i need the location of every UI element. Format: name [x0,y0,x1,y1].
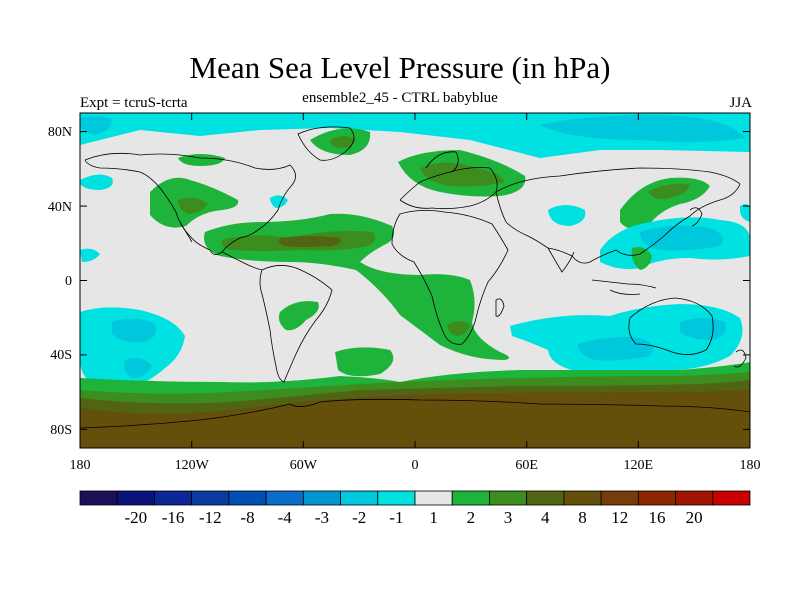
south-america-green [278,301,319,331]
y-tick-labels: 80N 40N 0 40S 80S [48,125,72,438]
colorbar-box [526,490,565,506]
coast-new-zealand [733,349,747,368]
x-tick-label: 180 [70,458,91,473]
south-china-green [631,247,652,270]
y-tick-label: 0 [65,274,72,289]
coast-indonesia [591,279,657,295]
colorbar-box [154,490,193,506]
colorbar-box [637,490,676,506]
south-pacific-blue [112,318,157,343]
contour-field [80,113,750,448]
colorbar-box [712,490,751,506]
colorbar-labels: -20 -16 -12 -8 -4 -3 -2 -1 1 2 3 4 8 12 16 20 [124,508,702,527]
y-tick-label: 80N [48,125,72,140]
x-tick-label: 120W [175,458,210,473]
coast-greenland [297,126,355,161]
x-tick-label: 60W [290,458,318,473]
pacific-cyan-west [80,248,100,262]
north-pacific-cyan [80,174,113,190]
x-axis [79,113,751,448]
colorbar-label: 8 [578,508,587,527]
colorbar-label: -1 [389,508,403,527]
east-asia-dark [648,183,690,200]
coast-south-america [259,265,333,383]
season-label: JJA [729,95,752,111]
colorbar-box [116,490,155,506]
arctic-green-west [178,154,225,166]
colorbar-label: 1 [429,508,438,527]
colorbar-box [302,490,341,506]
colorbar-label: 4 [541,508,550,527]
arctic-blue-west [80,115,112,135]
colorbar-label: -20 [124,508,147,527]
colorbar-box [675,490,714,506]
greenland-dark-green [330,136,356,148]
colorbar-label: -12 [199,508,222,527]
coast-north-america [84,152,296,255]
colorbar-label: 12 [611,508,628,527]
coast-baja [179,221,193,243]
eurasia-dark-green [420,162,505,187]
colorbar-box [489,490,528,506]
y-tick-label: 40S [50,348,72,363]
tropical-atlantic-core [278,236,341,247]
colorbar-box [340,490,379,506]
coast-antarctica [80,398,750,429]
coastlines [80,126,750,429]
y-tick-label: 80S [50,423,72,438]
coast-central-america [221,251,263,271]
colorbar-label: -4 [278,508,293,527]
coast-europe [399,167,498,210]
south-atlantic-green [335,347,394,377]
south-pacific-cyan [80,307,185,389]
map-title: Mean Sea Level Pressure (in hPa) [189,50,611,85]
west-asia-cyan [548,205,586,226]
colorbar-label: -2 [352,508,366,527]
y-axis [80,131,750,430]
colorbar-box [265,490,304,506]
colorbar-label: -8 [240,508,254,527]
colorbar-box [377,490,416,506]
x-tick-label: 60E [515,458,538,473]
coast-australia [628,297,714,355]
east-asia-green [620,177,710,230]
arctic-blue-core [540,115,745,143]
colorbar-label: 20 [686,508,703,527]
colorbar-label: 3 [504,508,513,527]
experiment-label: Expt = tcruS-tcrta [80,95,188,111]
x-tick-label: 0 [412,458,419,473]
coast-africa [391,210,509,345]
south-pacific-blue-2 [124,358,152,378]
x-tick-labels: 180 120W 60W 0 60E 120E 180 [70,458,761,473]
north-america-dark-green [178,197,208,214]
colorbar-box [563,490,602,506]
colorbar-box [228,490,267,506]
colorbar-box [79,490,118,506]
coast-asia [495,167,741,264]
colorbar-box [600,490,639,506]
colorbar-label: 16 [648,508,665,527]
x-tick-label: 120E [624,458,654,473]
map-subtitle: ensemble2_45 - CTRL babyblue [302,90,498,106]
colorbar-label: 2 [467,508,476,527]
west-pacific-blue [640,225,724,251]
colorbar [79,490,751,506]
east-pacific-cyan [740,204,750,222]
tasman-blue [680,318,727,340]
colorbar-box [451,490,490,506]
y-tick-label: 40N [48,200,72,215]
coast-scandinavia [425,151,459,173]
south-africa-dark [447,321,470,336]
x-tick-label: 180 [740,458,761,473]
coast-india [547,247,575,273]
colorbar-box [414,490,453,506]
coast-japan [689,207,703,227]
coast-madagascar [495,298,505,317]
east-na-cyan [270,195,288,208]
colorbar-label: -16 [162,508,185,527]
colorbar-label: -3 [315,508,329,527]
colorbar-box [191,490,230,506]
